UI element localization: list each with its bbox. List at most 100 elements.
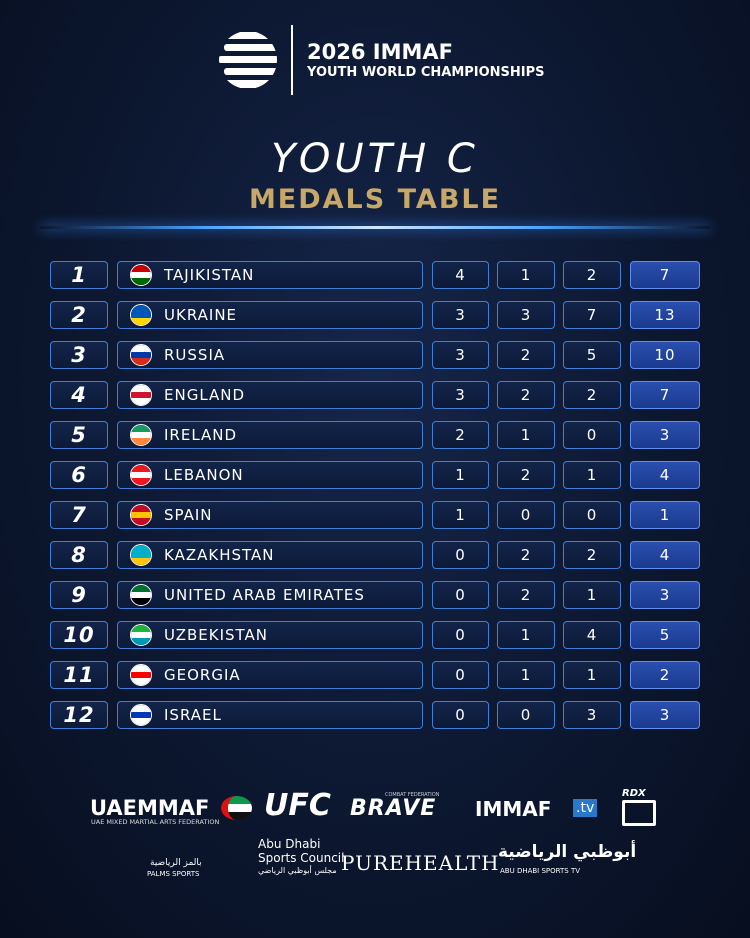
rank: 8: [50, 541, 108, 569]
country-cell: ENGLAND: [117, 381, 423, 409]
sponsor-immaf-tv: .tv: [573, 799, 598, 817]
silver-count: 0: [497, 701, 555, 729]
total-count: 1: [630, 501, 700, 529]
flag-icon: [130, 344, 152, 366]
total-count: 4: [630, 461, 700, 489]
uae-flag-icon: [221, 796, 252, 820]
gold-count: 1: [432, 501, 489, 529]
country-cell: ISRAEL: [117, 701, 423, 729]
rank: 9: [50, 581, 108, 609]
bronze-count: 3: [563, 701, 621, 729]
country-name: KAZAKHSTAN: [164, 546, 275, 564]
bronze-count: 2: [563, 261, 621, 289]
sponsor-palms: PALMS SPORTS: [147, 870, 200, 878]
sponsor-immaf: IMMAF: [475, 797, 552, 821]
bronze-count: 0: [563, 501, 621, 529]
heading: YOUTH C: [271, 136, 479, 182]
flag-icon: [130, 264, 152, 286]
country-cell: RUSSIA: [117, 341, 423, 369]
gold-count: 0: [432, 701, 489, 729]
gold-count: 3: [432, 301, 489, 329]
total-count: 3: [630, 701, 700, 729]
total-count: 13: [630, 301, 700, 329]
country-cell: KAZAKHSTAN: [117, 541, 423, 569]
silver-count: 1: [497, 421, 555, 449]
gold-count: 0: [432, 661, 489, 689]
gold-count: 1: [432, 461, 489, 489]
rank: 3: [50, 341, 108, 369]
total-count: 3: [630, 421, 700, 449]
event-title: 2026 IMMAF: [307, 40, 453, 64]
sponsor-brave: BRAVE: [350, 796, 437, 821]
country-name: ISRAEL: [164, 706, 222, 724]
bronze-count: 1: [563, 461, 621, 489]
subheading: MEDALS TABLE: [248, 184, 502, 215]
country-cell: IRELAND: [117, 421, 423, 449]
rank: 12: [50, 701, 108, 729]
immaf-logo: [219, 32, 277, 88]
gold-count: 0: [432, 541, 489, 569]
country-name: UKRAINE: [164, 306, 238, 324]
country-name: LEBANON: [164, 466, 244, 484]
rank: 7: [50, 501, 108, 529]
silver-count: 0: [497, 501, 555, 529]
rank: 6: [50, 461, 108, 489]
country-cell: TAJIKISTAN: [117, 261, 423, 289]
bronze-count: 4: [563, 621, 621, 649]
bronze-count: 5: [563, 341, 621, 369]
country-name: UZBEKISTAN: [164, 626, 269, 644]
sponsor-adtv-ar: أبوظبي الرياضية: [498, 842, 637, 862]
country-name: SPAIN: [164, 506, 213, 524]
bronze-count: 7: [563, 301, 621, 329]
silver-count: 2: [497, 541, 555, 569]
country-name: RUSSIA: [164, 346, 226, 364]
rank: 5: [50, 421, 108, 449]
rank: 10: [50, 621, 108, 649]
country-name: ENGLAND: [164, 386, 246, 404]
flag-icon: [130, 544, 152, 566]
bronze-count: 1: [563, 661, 621, 689]
silver-count: 2: [497, 581, 555, 609]
total-count: 5: [630, 621, 700, 649]
bronze-count: 2: [563, 541, 621, 569]
gold-count: 3: [432, 381, 489, 409]
total-count: 2: [630, 661, 700, 689]
rank: 2: [50, 301, 108, 329]
country-cell: UZBEKISTAN: [117, 621, 423, 649]
gold-count: 2: [432, 421, 489, 449]
silver-count: 1: [497, 661, 555, 689]
gold-count: 0: [432, 621, 489, 649]
country-cell: SPAIN: [117, 501, 423, 529]
rank: 4: [50, 381, 108, 409]
sponsor-adtv: ABU DHABI SPORTS TV: [500, 867, 581, 875]
silver-count: 3: [497, 301, 555, 329]
flag-icon: [130, 424, 152, 446]
sponsor-rdx: RDX: [622, 788, 646, 799]
bronze-count: 2: [563, 381, 621, 409]
sponsor-adsc-2: Sports Council: [258, 851, 345, 865]
country-cell: GEORGIA: [117, 661, 423, 689]
flag-icon: [130, 464, 152, 486]
bronze-count: 1: [563, 581, 621, 609]
silver-count: 2: [497, 381, 555, 409]
flag-icon: [130, 504, 152, 526]
sponsor-uaemmaf-sub: UAE MIXED MARTIAL ARTS FEDERATION: [91, 818, 220, 826]
country-cell: UNITED ARAB EMIRATES: [117, 581, 423, 609]
total-count: 4: [630, 541, 700, 569]
silver-count: 2: [497, 341, 555, 369]
country-name: UNITED ARAB EMIRATES: [164, 586, 365, 604]
country-name: GEORGIA: [164, 666, 241, 684]
gold-count: 3: [432, 341, 489, 369]
total-count: 7: [630, 261, 700, 289]
sponsor-uaemmaf: UAEMMAF: [90, 796, 210, 820]
total-count: 10: [630, 341, 700, 369]
silver-count: 2: [497, 461, 555, 489]
sponsor-palms-ar: بالمز الرياضية: [150, 858, 202, 868]
flag-icon: [130, 584, 152, 606]
silver-count: 1: [497, 621, 555, 649]
flag-icon: [130, 664, 152, 686]
sponsor-adsc-1: Abu Dhabi: [258, 837, 321, 851]
gold-count: 4: [432, 261, 489, 289]
country-cell: LEBANON: [117, 461, 423, 489]
